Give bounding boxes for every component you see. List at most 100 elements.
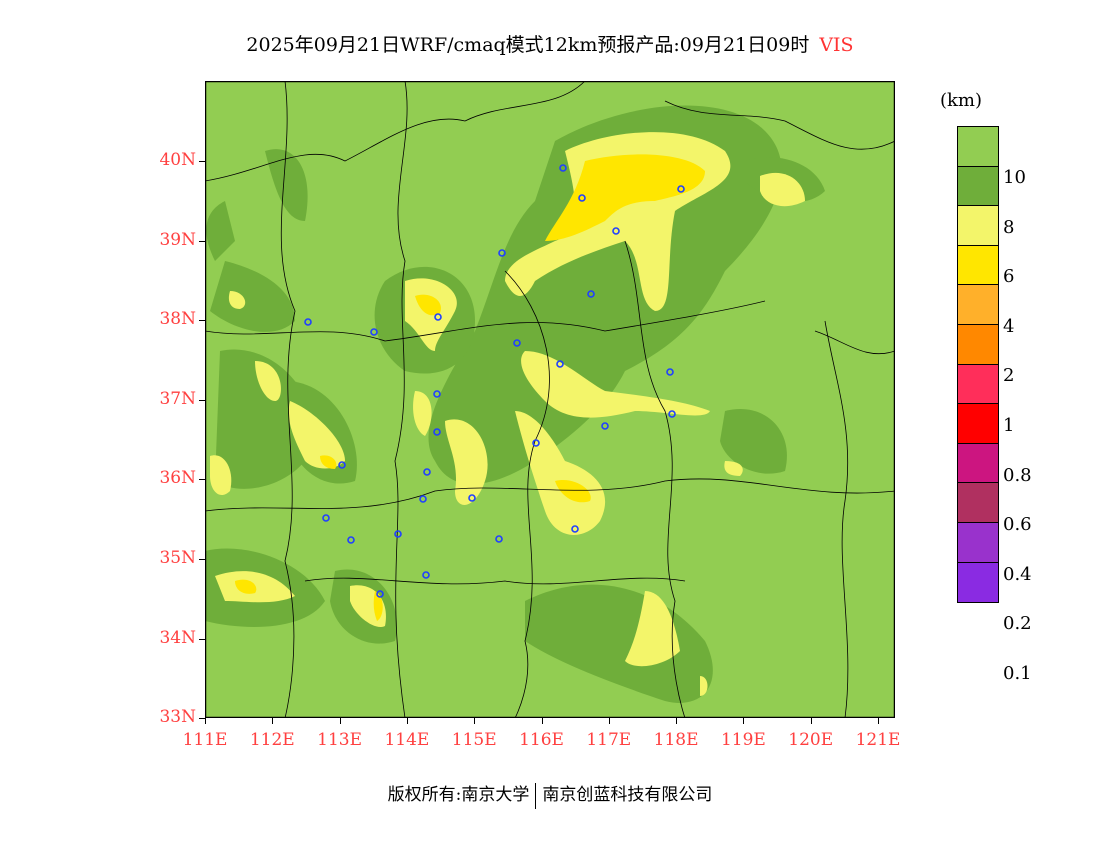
city-marker [434,313,442,321]
chart-title: 2025年09月21日WRF/cmaq模式12km预报产品:09月21日09时 V… [0,30,1100,57]
legend-swatch [958,206,998,246]
lon-tick [676,718,678,724]
legend-label: 0.6 [1003,514,1032,536]
lon-tick [878,718,879,724]
lon-label: 116E [519,730,564,750]
city-marker [422,571,430,579]
lon-tick [272,718,274,724]
city-marker [347,536,355,544]
visibility-map [205,81,895,718]
city-marker [532,439,540,447]
city-marker [668,410,676,418]
lon-label: 117E [586,730,632,750]
legend-swatch [958,324,998,365]
legend-swatch [958,522,998,563]
legend-label: 4 [1003,315,1015,337]
city-marker [338,461,346,469]
legend-swatch [958,443,998,484]
city-marker [322,514,330,522]
lat-tick [199,240,205,242]
lon-label: 115E [451,730,497,750]
lat-tick [199,559,205,560]
lon-label: 121E [855,730,901,750]
lon-label: 118E [653,730,699,750]
legend-label: 0.8 [1003,464,1032,486]
city-marker [433,428,441,436]
city-marker [578,194,586,202]
lat-label: 35N [159,548,196,568]
lon-label: 112E [249,730,295,750]
legend-swatch [958,127,998,167]
gold-zones [235,154,705,621]
variable-name: VIS [819,34,854,56]
lon-tick [541,718,543,724]
legend-swatch [958,364,998,405]
lat-label: 36N [159,468,196,489]
lon-label: 113E [317,730,363,750]
legend-swatch [958,404,998,444]
city-marker [495,535,503,543]
legend-label: 0.1 [1003,663,1032,684]
lon-label: 120E [788,730,834,750]
legend-label: 0.4 [1003,563,1032,585]
city-marker [376,590,384,598]
lat-label: 40N [159,150,196,170]
city-marker [556,360,564,368]
lat-tick [199,718,205,720]
lon-tick [743,718,745,724]
lon-tick [339,718,341,724]
boundaries [205,81,895,718]
city-marker [394,530,402,538]
city-markers [304,164,685,598]
city-marker [612,227,620,235]
city-marker [468,494,476,502]
city-marker [513,339,521,347]
legend-swatch [958,245,998,286]
lon-label: 119E [720,730,766,750]
lat-label: 34N [159,627,196,648]
legend-label: 8 [1003,216,1015,238]
lat-tick [199,638,205,640]
lat-tick [199,320,205,322]
legend-swatch [958,562,998,603]
city-marker [677,185,685,193]
city-marker [433,390,441,398]
copyright-right: 南京创蓝科技有限公司 [542,785,713,805]
lon-tick [810,718,812,724]
lon-tick [406,718,408,724]
legend-swatch [958,166,998,207]
city-marker [498,249,506,257]
lat-label: 37N [159,388,196,409]
city-marker [423,468,431,476]
city-marker [601,422,609,430]
copyright-footer: 版权所有:南京大学 南京创蓝科技有限公司 [0,780,1100,809]
city-marker [587,290,595,298]
footer-separator [535,782,537,809]
lat-label: 39N [159,229,196,250]
lat-tick [199,161,205,162]
legend-label: 6 [1003,266,1015,288]
city-marker [304,318,312,326]
lon-tick [474,718,476,724]
legend-swatch [958,285,998,325]
map-frame [205,81,895,718]
lat-tick [199,399,205,401]
legend-label: 2 [1003,365,1015,387]
legend-label: 0.2 [1003,613,1032,635]
legend-unit: (km) [940,90,983,111]
city-marker [370,328,378,336]
color-legend [957,126,999,604]
city-marker [666,368,674,376]
lat-label: 33N [159,707,196,728]
lat-label: 38N [159,309,196,330]
city-marker [419,495,427,503]
city-marker [571,525,579,533]
copyright-left: 版权所有:南京大学 [387,785,530,805]
legend-label: 10 [1003,167,1026,188]
title-text: 2025年09月21日WRF/cmaq模式12km预报产品:09月21日09时 [246,34,810,56]
legend-swatch [958,483,998,523]
legend-label: 1 [1003,415,1015,436]
lon-tick [608,718,610,724]
lon-tick [205,718,206,724]
lon-label: 114E [384,730,430,750]
